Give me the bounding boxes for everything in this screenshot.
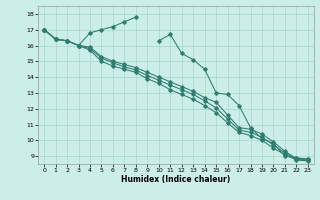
X-axis label: Humidex (Indice chaleur): Humidex (Indice chaleur) (121, 175, 231, 184)
